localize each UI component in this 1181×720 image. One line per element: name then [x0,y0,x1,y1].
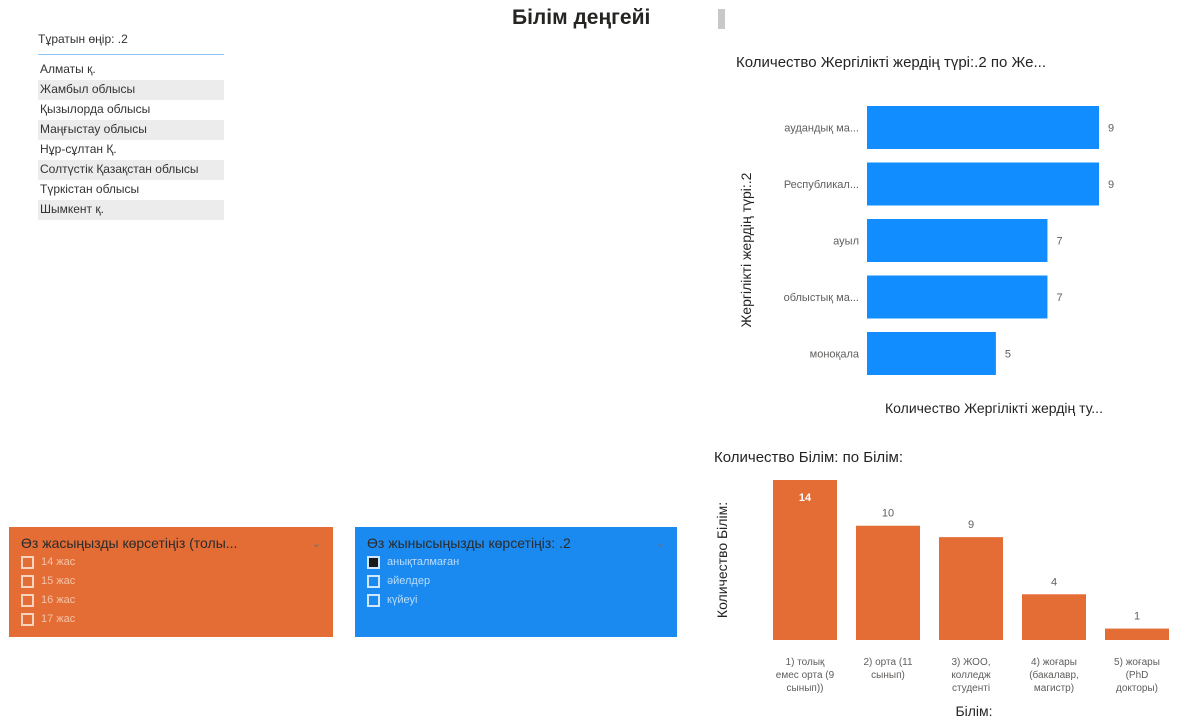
region-item[interactable]: Солтүстік Қазақстан облысы [38,160,224,180]
category-label: 4) жоғары [1031,657,1077,668]
gender-option-label: әйелдер [387,575,431,587]
checkbox-icon[interactable] [21,575,34,588]
data-label: 14 [799,492,812,504]
age-slicer-title: Өз жасыңызды көрсетіңіз (толы... [21,535,238,551]
age-option[interactable]: 14 жас [21,553,321,572]
y-axis-title: Жергілікті жердің түрі:.2 [738,172,754,327]
age-option-label: 15 жас [41,575,76,587]
checkbox-icon[interactable] [21,594,34,607]
gender-slicer-header[interactable]: Өз жынысыңызды көрсетіңіз: .2 ⌄ [367,533,665,553]
region-list: Алматы қ. Жамбыл облысы Қызылорда облысы… [38,60,224,220]
region-item[interactable]: Нұр-сұлтан Қ. [40,142,117,156]
gender-option-label: анықталмаған [387,556,460,568]
chart-title: Количество Жергілікті жердің түрі:.2 по … [736,54,1046,71]
category-label: Республикал... [784,179,859,191]
data-label: 7 [1056,236,1062,248]
title-decoration-bar [718,9,725,29]
education-bar-chart[interactable]: Количество Білім: по Білім: Количество Б… [700,440,1181,720]
category-label: 5) жоғары [1114,657,1160,668]
category-label: моноқала [810,349,860,361]
chart-title: Количество Білім: по Білім: [714,449,903,466]
x-axis-title: Білім: [955,703,992,719]
checkbox-checked-icon[interactable] [367,556,380,569]
bar[interactable] [867,332,996,375]
region-item[interactable]: Маңғыстау облысы [38,120,224,140]
category-label: докторы) [1116,683,1158,694]
data-label: 9 [1108,123,1114,135]
gender-option[interactable]: әйелдер [367,572,665,591]
region-item[interactable]: Шымкент қ. [38,200,224,220]
data-label: 9 [1108,179,1114,191]
category-label: облыстық ма... [784,292,859,304]
age-slicer-header[interactable]: Өз жасыңызды көрсетіңіз (толы... ⌄ [21,533,321,553]
category-label: 2) орта (11 [863,657,913,668]
bar[interactable] [867,275,1048,319]
age-option-label: 16 жас [41,594,76,606]
bar[interactable] [1105,628,1169,640]
data-label: 5 [1005,349,1011,361]
data-label: 7 [1056,292,1062,304]
checkbox-icon[interactable] [367,594,380,607]
checkbox-icon[interactable] [21,613,34,626]
category-label: магистр) [1034,683,1074,694]
gender-option[interactable]: анықталмаған [367,553,665,572]
data-label: 1 [1134,611,1140,623]
category-label: колледж [951,670,991,681]
category-label: сынып)) [787,683,824,694]
bar[interactable] [856,525,920,640]
age-slicer: Өз жасыңызды көрсетіңіз (толы... ⌄ 14 жа… [9,527,333,637]
x-axis-title: Количество Жергілікті жердің ту... [885,400,1103,416]
bar[interactable] [867,219,1048,262]
bar[interactable] [773,480,837,640]
bar[interactable] [867,162,1099,206]
gender-option[interactable]: күйеуі [367,591,665,610]
bar[interactable] [867,106,1099,149]
category-label: 1) толық [786,657,826,668]
bar[interactable] [1022,594,1086,640]
checkbox-icon[interactable] [21,556,34,569]
region-slicer: Тұратын өңір: .2 Алматы қ. Жамбыл облысы… [38,28,224,220]
region-slicer-header[interactable]: Тұратын өңір: .2 [38,28,224,55]
category-label: аудандық ма... [784,123,859,135]
region-item[interactable]: Алматы қ. [40,62,96,76]
chevron-down-icon[interactable]: ⌄ [655,537,665,550]
y-axis-title: Количество Білім: [714,502,730,618]
age-option[interactable]: 15 жас [21,572,321,591]
bar[interactable] [939,537,1003,640]
region-item[interactable]: Түркістан облысы [40,182,140,196]
data-label: 10 [882,508,894,520]
category-label: (PhD [1126,670,1149,681]
chevron-down-icon[interactable]: ⌄ [311,537,321,550]
age-option[interactable]: 17 жас [21,610,321,629]
category-label: (бакалавр, [1029,669,1079,681]
category-label: 3) ЖОО, [951,657,990,668]
locality-type-bar-chart[interactable]: Количество Жергілікті жердің түрі:.2 по … [700,40,1170,430]
gender-slicer: Өз жынысыңызды көрсетіңіз: .2 ⌄ анықталм… [355,527,677,637]
region-item[interactable]: Қызылорда облысы [40,102,151,116]
age-option-label: 14 жас [41,556,76,568]
category-label: сынып) [871,670,905,681]
gender-slicer-title: Өз жынысыңызды көрсетіңіз: .2 [367,535,571,551]
region-item[interactable]: Жамбыл облысы [38,80,224,100]
age-option[interactable]: 16 жас [21,591,321,610]
page-title: Білім деңгейі [512,6,651,29]
data-label: 9 [968,519,974,531]
category-label: студенті [952,683,990,694]
checkbox-icon[interactable] [367,575,380,588]
category-label: емес орта (9 [776,670,835,681]
gender-option-label: күйеуі [387,594,418,606]
age-option-label: 17 жас [41,613,76,625]
category-label: ауыл [833,236,859,248]
data-label: 4 [1051,576,1057,588]
